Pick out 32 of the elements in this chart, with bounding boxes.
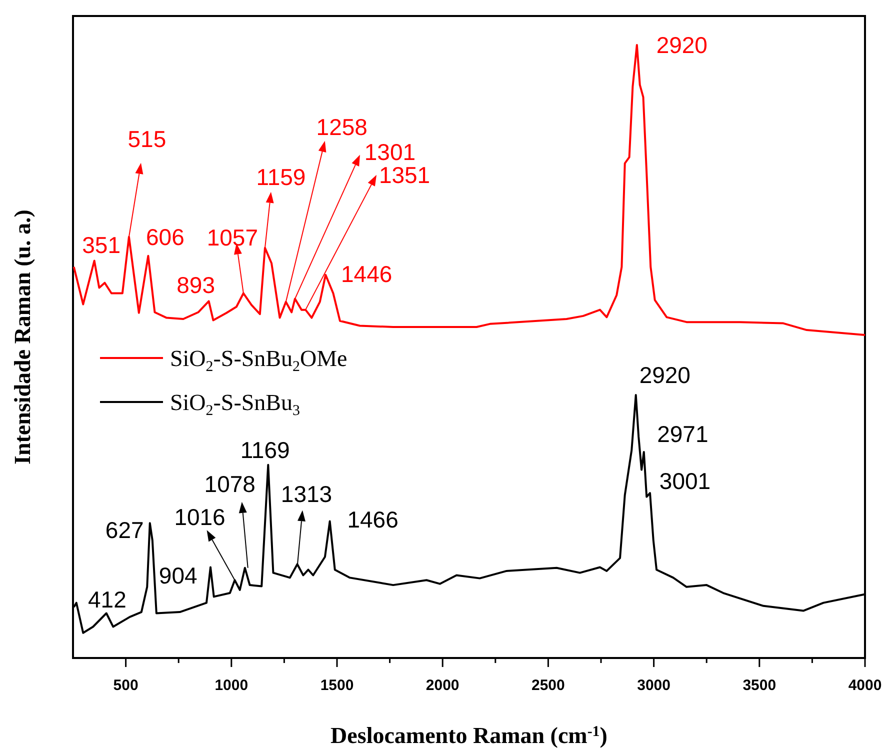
x-tick-label: 2000 bbox=[426, 677, 460, 694]
annotation: 893 bbox=[176, 272, 215, 298]
annotation: 2920 bbox=[639, 362, 690, 388]
annotation: 1313 bbox=[280, 481, 332, 508]
x-tick-label: 3000 bbox=[637, 677, 670, 694]
x-tick-label: 2500 bbox=[532, 677, 565, 694]
x-tick-label: 500 bbox=[113, 677, 138, 694]
legend-label: SiO$_{2}$-S-SnBu$_{3}$ bbox=[170, 390, 300, 418]
annotation: 2920 bbox=[656, 32, 708, 58]
x-axis-title: Deslocamento Raman (cm$^{-1}$) bbox=[330, 723, 608, 748]
annotation: 1169 bbox=[240, 436, 290, 463]
annotation: 1078 bbox=[204, 470, 256, 497]
x-tick-label: 4000 bbox=[848, 677, 882, 694]
annotation: 1446 bbox=[341, 260, 392, 287]
annotation: 904 bbox=[158, 562, 198, 588]
annotation: 1159 bbox=[256, 164, 306, 190]
annotation: 1466 bbox=[347, 506, 398, 532]
x-tick-label: 1000 bbox=[214, 677, 248, 694]
annotation: 1057 bbox=[206, 224, 258, 250]
annotation: 1016 bbox=[174, 504, 226, 530]
annotation: 351 bbox=[82, 232, 121, 258]
annotation: 627 bbox=[105, 517, 144, 544]
annotation: 515 bbox=[128, 126, 166, 152]
annotation: 1258 bbox=[316, 114, 368, 140]
legend-label: SiO$_{2}$-S-SnBu$_{2}$OMe bbox=[170, 346, 348, 374]
annotation: 606 bbox=[146, 224, 184, 250]
annotation: 2971 bbox=[657, 421, 708, 448]
y-axis-title: Intensidade Raman (u. a.) bbox=[10, 210, 35, 464]
annotation: 412 bbox=[88, 586, 126, 612]
x-tick-label: 3500 bbox=[742, 677, 776, 694]
x-tick-label: 1500 bbox=[320, 677, 354, 694]
annotation: 3001 bbox=[659, 468, 711, 494]
